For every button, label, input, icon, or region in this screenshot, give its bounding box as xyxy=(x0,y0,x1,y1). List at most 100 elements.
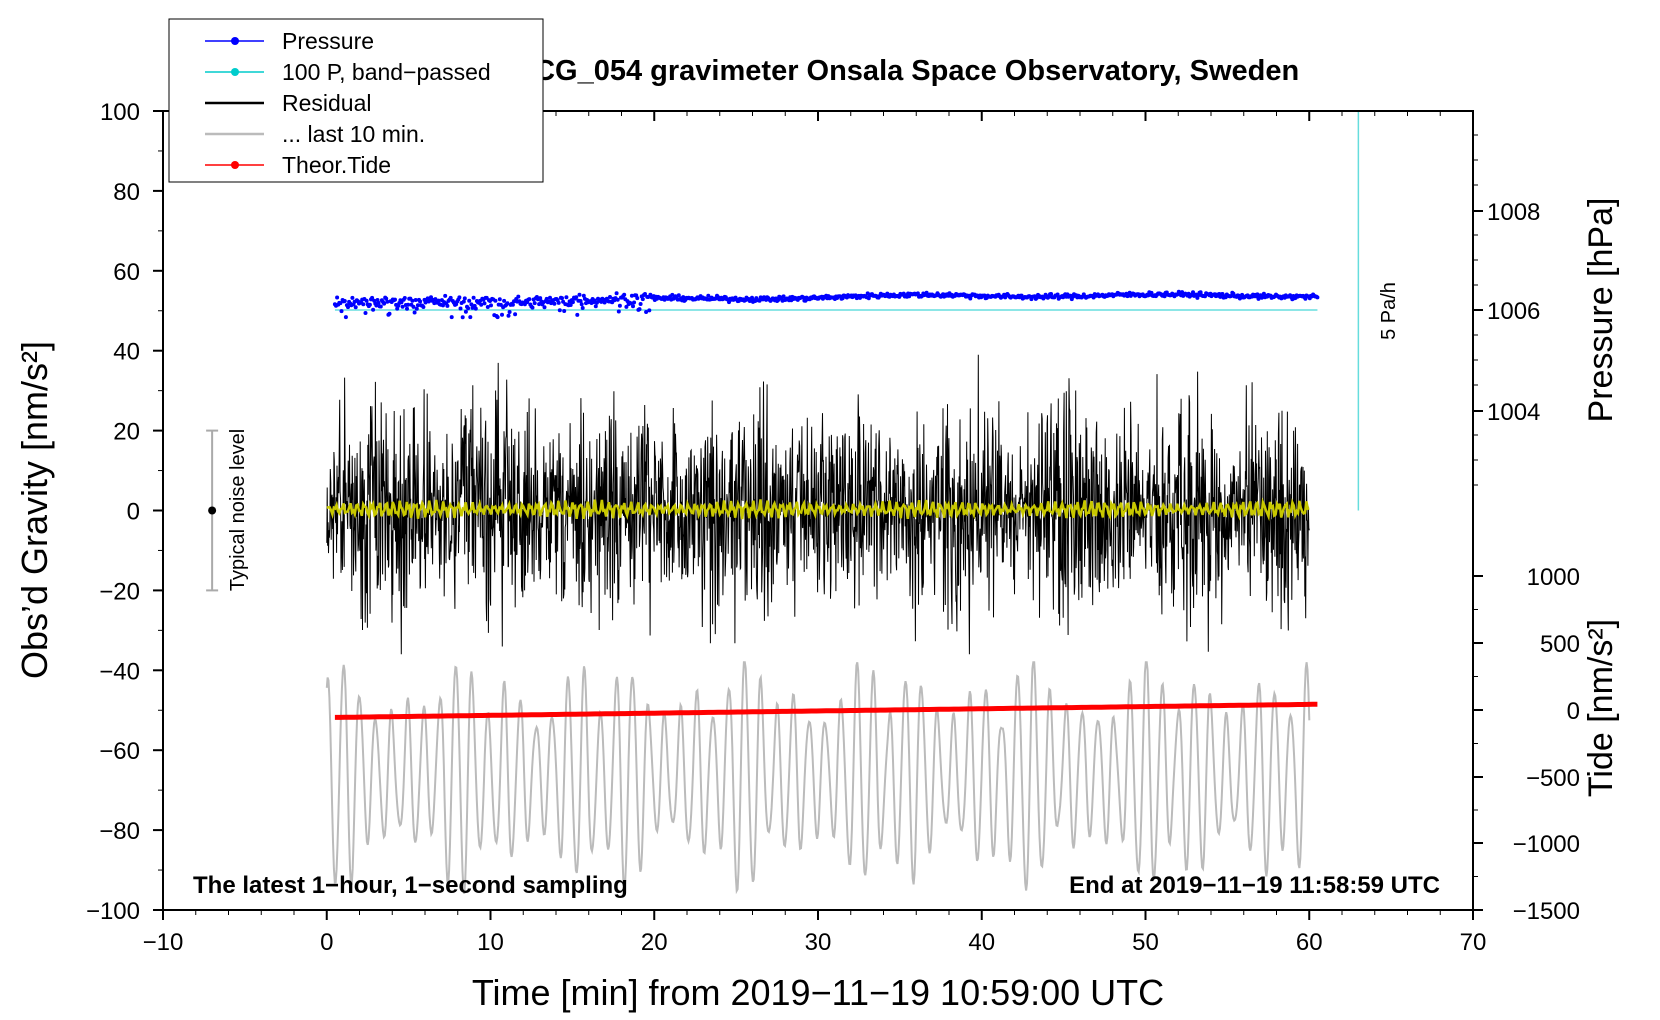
pressure-point xyxy=(485,305,490,309)
pressure-point xyxy=(346,305,350,310)
pressure-point xyxy=(640,297,645,302)
pressure-point xyxy=(406,302,411,307)
pressure-point xyxy=(461,299,466,304)
pressure-point xyxy=(505,301,510,306)
pressure-point xyxy=(384,296,389,301)
x-tick-label: 30 xyxy=(805,929,832,956)
pressure-point xyxy=(445,303,450,308)
pressure-point xyxy=(628,301,633,306)
y-tick-label: 100 xyxy=(100,99,140,126)
pressure-point xyxy=(429,295,433,300)
x-tick-label: 0 xyxy=(320,929,333,956)
pressure-tick-label: 1004 xyxy=(1487,399,1540,426)
chart-title: SCG_054 gravimeter Onsala Space Observat… xyxy=(515,55,1299,87)
x-tick-label: 60 xyxy=(1296,929,1323,956)
pressure-point xyxy=(497,297,502,302)
pressure-point xyxy=(560,296,564,301)
pressure-point xyxy=(463,309,468,314)
y-tick-label: 80 xyxy=(113,179,140,206)
x-tick-label: 70 xyxy=(1460,929,1487,956)
legend-label: Theor.Tide xyxy=(282,152,391,178)
pressure-point xyxy=(614,291,619,296)
pressure-point xyxy=(670,292,675,297)
pressure-point xyxy=(624,304,629,309)
pressure-point xyxy=(412,310,417,315)
pressure-axis-label: Pressure [hPa] xyxy=(1582,198,1620,423)
pressure-point xyxy=(378,304,383,309)
pressure-point xyxy=(471,295,476,300)
x-tick-label: −10 xyxy=(143,929,184,956)
pressure-tick-label: 1006 xyxy=(1487,298,1540,325)
x-tick-label: 20 xyxy=(641,929,668,956)
pressure-point xyxy=(393,297,397,302)
tide-tick-label: 500 xyxy=(1540,631,1580,658)
pressure-point xyxy=(469,302,474,307)
sampling-annotation: The latest 1−hour, 1−second sampling xyxy=(193,872,628,899)
pressure-point xyxy=(371,307,376,312)
pressure-tick-label: 1008 xyxy=(1487,199,1540,226)
pressure-point xyxy=(556,300,561,305)
pressure-point xyxy=(436,298,441,303)
pressure-point xyxy=(542,305,547,310)
pressure-point xyxy=(1315,295,1320,300)
pressure-point xyxy=(507,310,512,314)
pressure-point xyxy=(513,312,518,317)
pressure-point xyxy=(489,303,493,308)
tide-tick-label: −500 xyxy=(1526,765,1580,792)
pressure-point xyxy=(350,295,355,300)
x-tick-label: 50 xyxy=(1132,929,1159,956)
pressure-point xyxy=(1049,292,1054,296)
pressure-point xyxy=(1162,294,1167,299)
pressure-point xyxy=(493,298,498,303)
pressure-point xyxy=(781,294,786,299)
pressure-point xyxy=(579,302,584,307)
x-tick-label: 40 xyxy=(968,929,995,956)
pressure-point xyxy=(418,299,423,304)
pressure-point xyxy=(500,312,504,317)
pressure-point xyxy=(343,315,348,320)
legend-label: Residual xyxy=(282,90,372,116)
pressure-point xyxy=(467,298,472,303)
series-pressure xyxy=(332,289,1320,320)
pressure-point xyxy=(339,309,344,314)
pressure-point xyxy=(562,309,567,313)
pressure-point xyxy=(575,312,580,317)
rate-label: 5 Pa/h xyxy=(1378,282,1400,340)
pressure-point xyxy=(338,301,343,306)
pressure-point xyxy=(441,303,445,308)
legend: Pressure 100 P, band−passed Residual ... la… xyxy=(168,18,544,183)
legend-marker xyxy=(231,161,239,169)
pressure-point xyxy=(405,306,409,311)
pressure-point xyxy=(581,293,586,298)
pressure-point xyxy=(400,304,405,309)
pressure-point xyxy=(527,297,532,302)
series-last-10-min-line xyxy=(325,661,1311,895)
pressure-point xyxy=(608,295,612,299)
pressure-point xyxy=(353,305,358,310)
legend-label: ... last 10 min. xyxy=(282,121,425,147)
pressure-point xyxy=(557,308,562,313)
pressure-point xyxy=(537,302,542,307)
pressure-point xyxy=(593,304,598,309)
pressure-point xyxy=(414,306,419,311)
series-residual-smoothed-line xyxy=(326,497,1310,522)
y-tick-label: −80 xyxy=(99,818,140,845)
y-tick-label: 40 xyxy=(113,339,140,366)
pressure-point xyxy=(548,295,552,300)
pressure-point xyxy=(367,302,372,307)
pressure-point xyxy=(629,293,634,298)
tide-tick-label: 1000 xyxy=(1527,564,1580,591)
pressure-point xyxy=(462,296,467,301)
pressure-point xyxy=(448,295,453,300)
noise-level-bar xyxy=(206,429,219,592)
pressure-point xyxy=(577,292,582,297)
pressure-point xyxy=(564,295,569,300)
pressure-point xyxy=(376,300,381,305)
pressure-point xyxy=(637,307,642,312)
pressure-point xyxy=(635,296,640,301)
pressure-point xyxy=(578,299,583,303)
pressure-point xyxy=(473,306,478,311)
y-tick-label: −40 xyxy=(99,658,140,685)
pressure-point xyxy=(924,290,929,295)
pressure-point xyxy=(681,295,686,300)
